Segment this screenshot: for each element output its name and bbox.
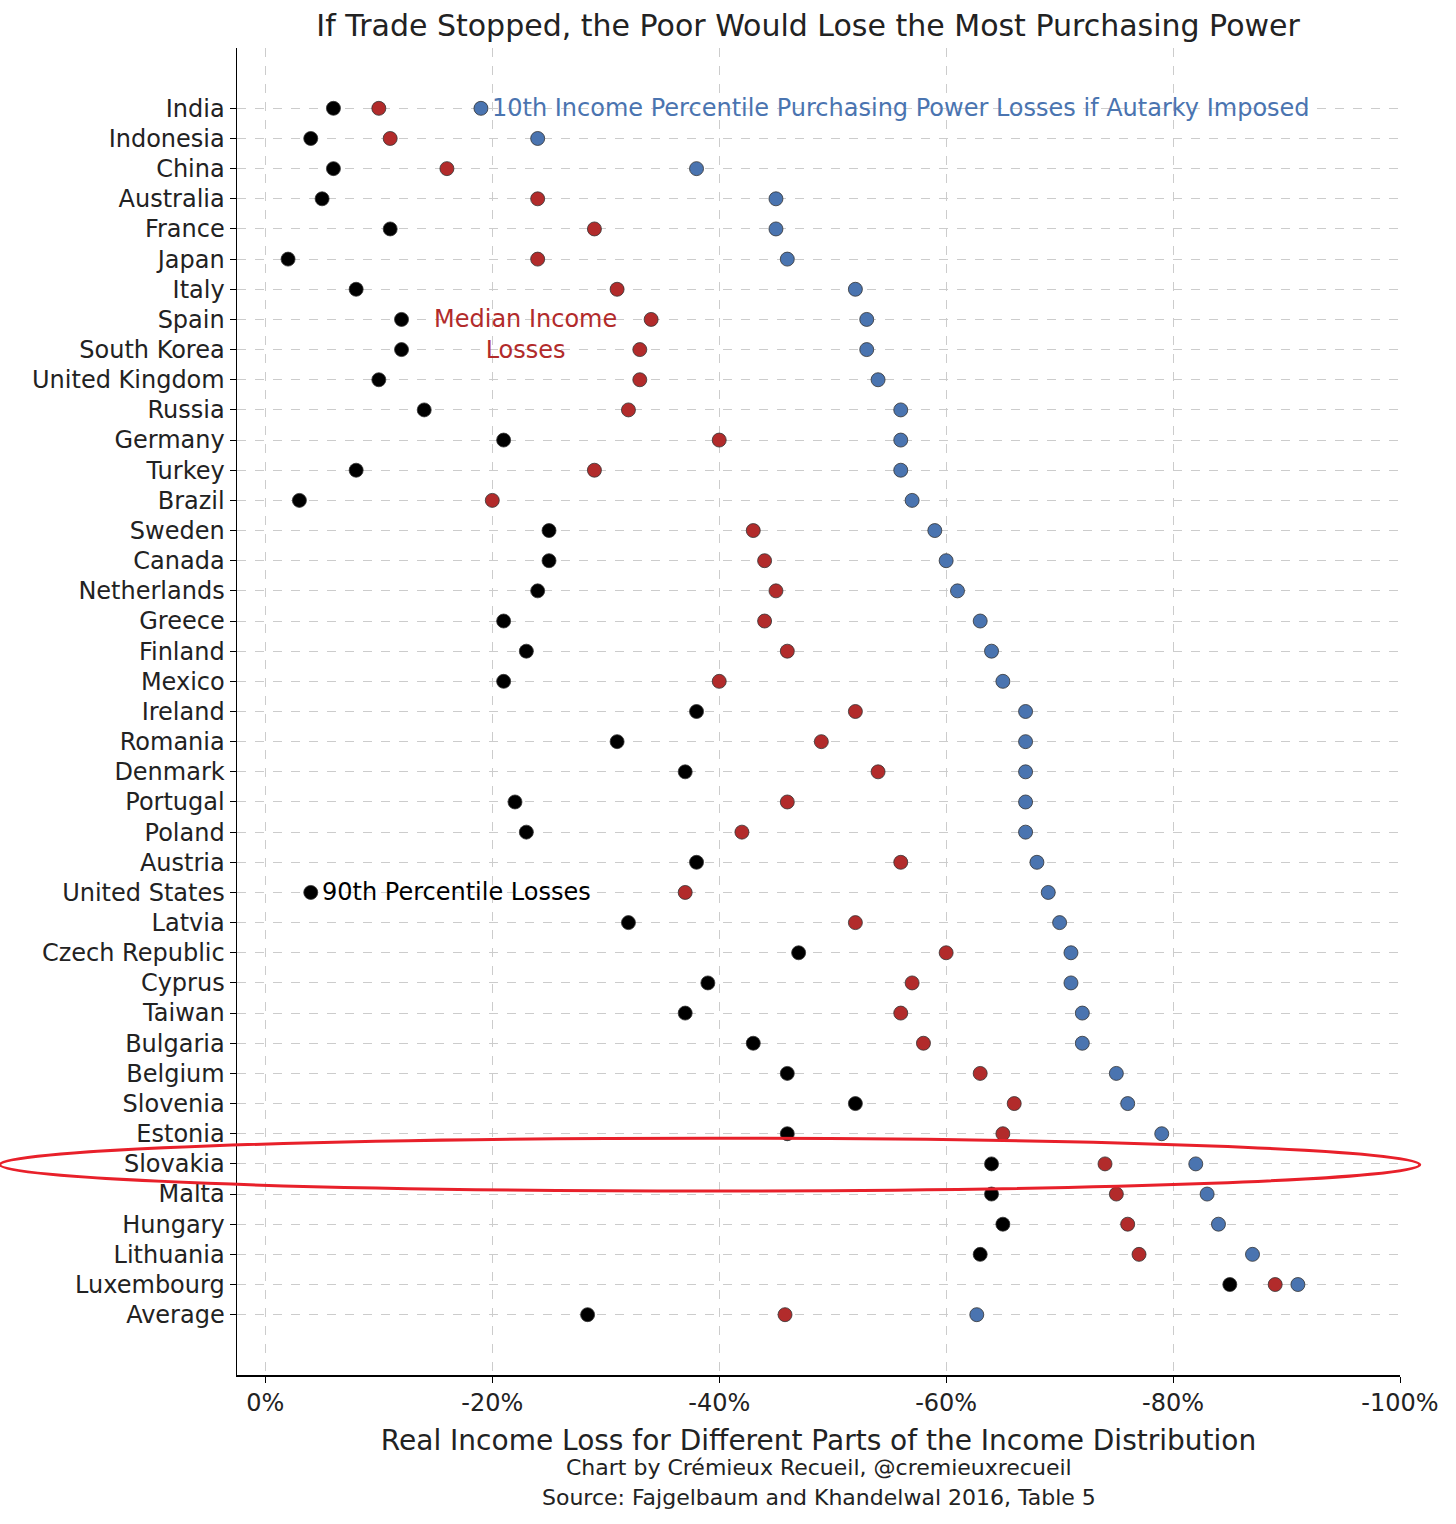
svg-text:Ireland: Ireland — [142, 698, 225, 726]
svg-text:Median IncomeLosses: Median IncomeLosses — [434, 305, 617, 364]
svg-text:Slovenia: Slovenia — [123, 1090, 225, 1118]
svg-text:Sweden: Sweden — [130, 517, 225, 545]
svg-text:South Korea: South Korea — [79, 336, 224, 364]
svg-text:Italy: Italy — [173, 276, 225, 304]
svg-text:-80%: -80% — [1142, 1389, 1204, 1417]
svg-text:Canada: Canada — [133, 547, 224, 575]
svg-text:-60%: -60% — [915, 1389, 977, 1417]
svg-text:Denmark: Denmark — [114, 758, 224, 786]
svg-text:-100%: -100% — [1361, 1389, 1438, 1417]
svg-text:Spain: Spain — [158, 306, 225, 334]
svg-text:-20%: -20% — [461, 1389, 523, 1417]
svg-text:Romania: Romania — [120, 728, 225, 756]
svg-text:Luxembourg: Luxembourg — [75, 1271, 225, 1299]
svg-text:Taiwan: Taiwan — [142, 999, 225, 1027]
svg-text:Estonia: Estonia — [136, 1120, 224, 1148]
svg-text:Average: Average — [126, 1301, 225, 1329]
svg-text:Hungary: Hungary — [122, 1211, 224, 1239]
svg-text:Netherlands: Netherlands — [78, 577, 224, 605]
svg-text:0%: 0% — [246, 1389, 284, 1417]
svg-text:Russia: Russia — [147, 396, 224, 424]
svg-text:Greece: Greece — [139, 607, 224, 635]
svg-text:United States: United States — [62, 879, 225, 907]
svg-text:Latvia: Latvia — [152, 909, 225, 937]
svg-text:China: China — [156, 155, 225, 183]
svg-text:90th Percentile Losses: 90th Percentile Losses — [322, 878, 591, 906]
svg-text:Brazil: Brazil — [158, 487, 225, 515]
svg-text:10th Income Percentile Purchas: 10th Income Percentile Purchasing Power … — [492, 94, 1310, 122]
svg-text:Slovakia: Slovakia — [124, 1150, 225, 1178]
svg-text:Cyprus: Cyprus — [141, 969, 225, 997]
svg-text:Poland: Poland — [145, 819, 225, 847]
svg-text:France: France — [145, 215, 225, 243]
svg-text:Czech Republic: Czech Republic — [42, 939, 225, 967]
svg-text:Chart by Crémieux Recueil, @cr: Chart by Crémieux Recueil, @cremieuxrecu… — [566, 1455, 1072, 1480]
svg-text:Bulgaria: Bulgaria — [125, 1030, 225, 1058]
svg-text:Indonesia: Indonesia — [109, 125, 225, 153]
svg-text:Japan: Japan — [156, 246, 225, 274]
svg-text:Portugal: Portugal — [125, 788, 224, 816]
svg-text:Finland: Finland — [139, 638, 225, 666]
svg-text:Australia: Australia — [119, 185, 225, 213]
svg-text:Germany: Germany — [114, 426, 224, 454]
svg-text:India: India — [166, 95, 225, 123]
svg-text:Malta: Malta — [158, 1180, 224, 1208]
svg-text:Lithuania: Lithuania — [114, 1241, 225, 1269]
svg-text:United Kingdom: United Kingdom — [32, 366, 225, 394]
svg-text:If Trade Stopped, the Poor Wou: If Trade Stopped, the Poor Would Lose th… — [316, 8, 1300, 43]
svg-text:-40%: -40% — [688, 1389, 750, 1417]
svg-text:Austria: Austria — [140, 849, 225, 877]
svg-text:Real Income Loss for Different: Real Income Loss for Different Parts of … — [381, 1424, 1256, 1457]
svg-text:Belgium: Belgium — [126, 1060, 224, 1088]
svg-text:Turkey: Turkey — [146, 457, 225, 485]
svg-text:Mexico: Mexico — [141, 668, 225, 696]
svg-text:Source: Fajgelbaum and Khandel: Source: Fajgelbaum and Khandelwal 2016, … — [542, 1485, 1096, 1510]
